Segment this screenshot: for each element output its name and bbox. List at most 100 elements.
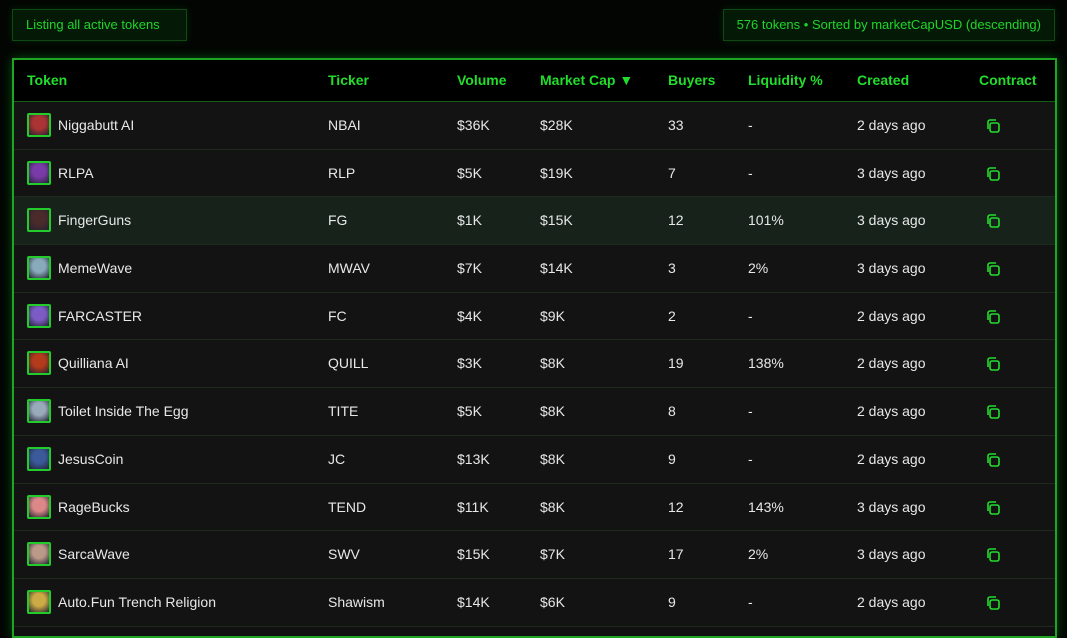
cell-mcap: $28K	[540, 117, 573, 133]
copy-contract-icon[interactable]	[985, 356, 1001, 372]
cell-ticker: NBAI	[328, 117, 361, 133]
listing-badge: Listing all active tokens	[12, 9, 187, 41]
cell-volume: $5K	[457, 164, 482, 181]
sort-summary-badge: 576 tokens • Sorted by marketCapUSD (des…	[722, 9, 1055, 41]
copy-contract-icon[interactable]	[985, 261, 1001, 277]
cell-ticker: QUILL	[328, 355, 369, 372]
table-row[interactable]: Niggabutt AI NBAI $36K $28K 33 - 2 days ago	[14, 102, 1055, 150]
cell-mcap: $19K	[540, 164, 573, 181]
cell-volume: $1K	[457, 212, 482, 229]
cell-liq: 2%	[748, 260, 769, 277]
cell-ticker: SWV	[328, 546, 360, 563]
token-avatar	[27, 303, 51, 328]
table-body: Niggabutt AI NBAI $36K $28K 33 - 2 days ago RLP…	[14, 102, 1055, 627]
copy-contract-icon[interactable]	[985, 404, 1001, 420]
cell-mcap: $8K	[540, 450, 565, 467]
table-row[interactable]: RLPA RLP $5K $19K 7 - 3 days ago	[14, 149, 1055, 198]
column-header-contract[interactable]: Contract	[979, 72, 1037, 88]
cell-liq: -	[748, 117, 753, 133]
cell-mcap: $14K	[540, 260, 573, 277]
table-row[interactable]: Auto.Fun Trench Religion Shawism $14K $6K 9 -…	[14, 578, 1055, 627]
cell-name[interactable]: Auto.Fun Trench Religion	[58, 593, 216, 610]
cell-name[interactable]: RageBucks	[58, 498, 130, 515]
cell-ticker: MWAV	[328, 260, 370, 277]
cell-ticker: Shawism	[328, 593, 385, 610]
cell-ticker: JC	[328, 450, 346, 467]
table-row[interactable]: JesusCoin JC $13K $8K 9 - 2 days ago	[14, 435, 1055, 484]
cell-buyers: 12	[668, 498, 684, 515]
cell-buyers: 7	[668, 164, 676, 181]
table-row[interactable]: MemeWave MWAV $7K $14K 3 2% 3 days ago	[14, 245, 1055, 293]
cell-name[interactable]: FingerGuns	[58, 212, 132, 229]
column-header-volume[interactable]: Volume	[457, 72, 507, 88]
cell-name[interactable]: SarcaWave	[58, 546, 130, 563]
cell-volume: $14K	[457, 593, 490, 610]
column-header-token[interactable]: Token	[27, 72, 68, 88]
cell-volume: $36K	[457, 117, 490, 133]
cell-created: 2 days ago	[857, 593, 926, 610]
cell-volume: $3K	[457, 355, 482, 372]
cell-liq: 138%	[748, 355, 784, 372]
cell-name[interactable]: Quilliana AI	[58, 355, 129, 372]
column-header-created[interactable]: Created	[857, 72, 910, 88]
token-avatar	[27, 256, 51, 281]
cell-name[interactable]: JesusCoin	[58, 450, 124, 467]
copy-contract-icon[interactable]	[985, 595, 1001, 611]
cell-liq: -	[748, 593, 753, 610]
cell-created: 2 days ago	[857, 355, 926, 372]
cell-liq: -	[748, 450, 753, 467]
cell-name[interactable]: RLPA	[58, 164, 94, 181]
cell-created: 2 days ago	[857, 307, 926, 324]
cell-name[interactable]: FARCASTER	[58, 307, 143, 324]
token-avatar	[27, 351, 51, 376]
cell-ticker: FG	[328, 212, 348, 229]
cell-mcap: $7K	[540, 546, 565, 563]
token-avatar	[27, 589, 51, 614]
table-row[interactable]: RageBucks TEND $11K $8K 12 143% 3 days ago	[14, 483, 1055, 532]
table-header: Token Ticker Volume Market Cap ▼ Buyers Liqui…	[14, 60, 1055, 102]
table-row[interactable]: FARCASTER FC $4K $9K 2 - 2 days ago	[14, 292, 1055, 341]
copy-contract-icon[interactable]	[985, 452, 1001, 468]
table-row[interactable]: SarcaWave SWV $15K $7K 17 2% 3 days ago	[14, 531, 1055, 579]
cell-volume: $5K	[457, 403, 482, 420]
copy-contract-icon[interactable]	[985, 213, 1001, 229]
cell-created: 3 days ago	[857, 260, 926, 277]
cell-created: 2 days ago	[857, 450, 926, 467]
cell-created: 3 days ago	[857, 212, 926, 229]
cell-created: 3 days ago	[857, 164, 926, 181]
cell-buyers: 2	[668, 307, 676, 324]
table-row[interactable]: Quilliana AI QUILL $3K $8K 19 138% 2 days ago	[14, 340, 1055, 389]
cell-buyers: 17	[668, 546, 684, 563]
column-header-ticker[interactable]: Ticker	[328, 72, 369, 88]
copy-contract-icon[interactable]	[985, 547, 1001, 563]
cell-volume: $7K	[457, 260, 482, 277]
cell-ticker: FC	[328, 307, 347, 324]
copy-contract-icon[interactable]	[985, 309, 1001, 325]
table-row[interactable]: FingerGuns FG $1K $15K 12 101% 3 days ago	[14, 197, 1055, 246]
cell-name[interactable]: MemeWave	[58, 260, 133, 277]
cell-mcap: $8K	[540, 403, 565, 420]
cell-ticker: RLP	[328, 164, 356, 181]
token-avatar	[27, 208, 51, 233]
table-row[interactable]: Toilet Inside The Egg TITE $5K $8K 8 - 2 days …	[14, 388, 1055, 436]
cell-volume: $4K	[457, 307, 482, 324]
cell-volume: $11K	[457, 498, 489, 515]
copy-contract-icon[interactable]	[985, 118, 1001, 134]
column-header-buyers[interactable]: Buyers	[668, 72, 716, 88]
cell-mcap: $8K	[540, 498, 565, 515]
cell-buyers: 9	[668, 450, 676, 467]
column-header-liquidity[interactable]: Liquidity %	[748, 72, 823, 88]
cell-liq: -	[748, 403, 753, 420]
cell-created: 2 days ago	[857, 117, 926, 133]
column-header-market-cap[interactable]: Market Cap ▼	[540, 72, 634, 88]
copy-contract-icon[interactable]	[985, 500, 1001, 516]
cell-liq: -	[748, 307, 753, 324]
cell-name[interactable]: Niggabutt AI	[58, 117, 135, 133]
token-avatar	[27, 399, 51, 424]
cell-mcap: $8K	[540, 355, 565, 372]
cell-name[interactable]: Toilet Inside The Egg	[58, 403, 189, 420]
copy-contract-icon[interactable]	[985, 166, 1001, 182]
cell-buyers: 12	[668, 212, 684, 229]
token-avatar	[27, 160, 51, 185]
cell-liq: 2%	[748, 546, 769, 563]
